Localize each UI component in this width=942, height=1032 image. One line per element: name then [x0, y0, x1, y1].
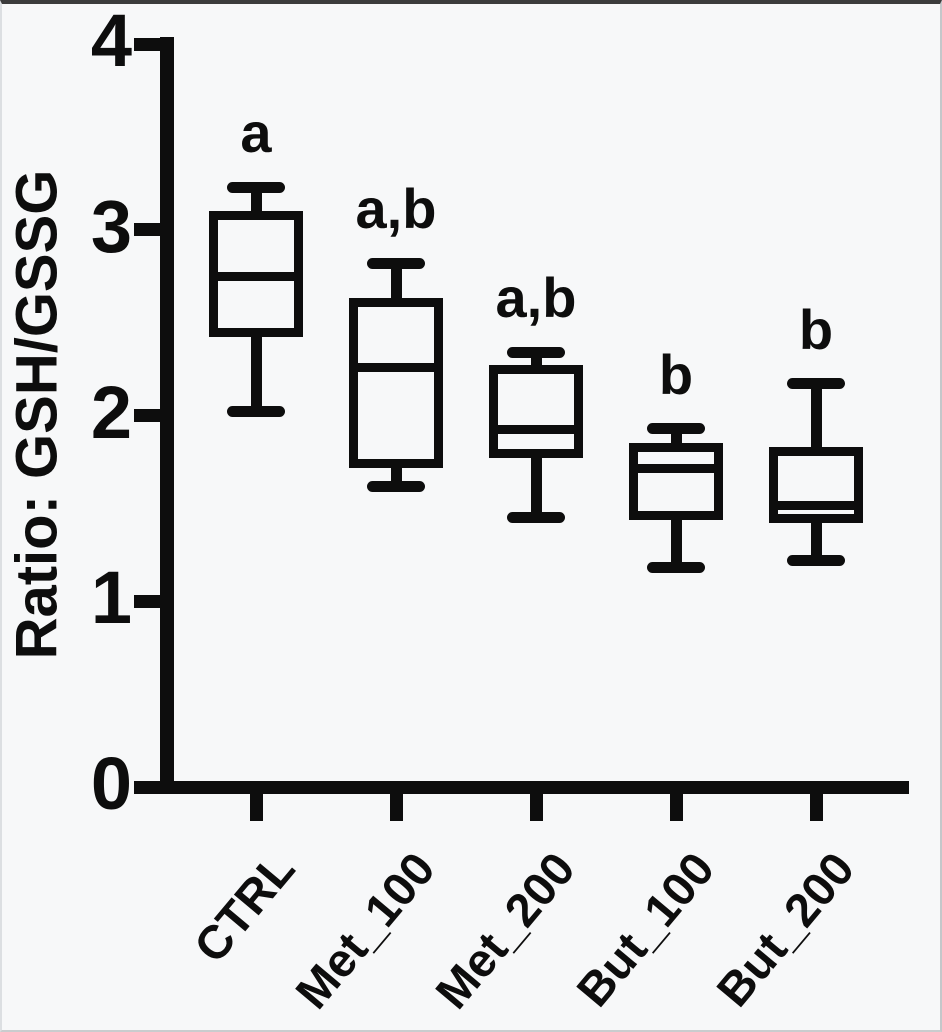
y-tick-label: 0: [90, 742, 132, 825]
x-tick: [390, 794, 403, 821]
whisker-bottom-cap-met_100: [367, 480, 425, 492]
significance-label-ctrl: a: [240, 101, 272, 165]
whisker-bottom-cap-but_200: [787, 554, 845, 566]
median-line-met_100: [354, 363, 438, 373]
y-tick-label: 1: [90, 556, 132, 640]
whisker-top-stem-met_100: [391, 263, 402, 299]
x-tick-label-but_100: But_100: [566, 842, 725, 1017]
whisker-bottom-cap-but_100: [647, 562, 705, 574]
x-tick: [670, 794, 683, 821]
median-line-ctrl: [214, 272, 298, 282]
x-tick: [530, 794, 543, 821]
y-tick-label: 2: [90, 370, 132, 454]
whisker-top-stem-ctrl: [251, 187, 262, 212]
significance-label-met_100: a,b: [355, 177, 437, 241]
x-tick-label-but_200: But_200: [706, 842, 865, 1017]
y-tick: [134, 594, 160, 608]
median-line-but_200: [774, 500, 858, 510]
x-axis-line: [150, 781, 909, 794]
x-tick-label-ctrl: CTRL: [183, 842, 305, 973]
box-ctrl: [209, 211, 303, 338]
y-tick: [134, 223, 160, 237]
whisker-bottom-stem-but_100: [671, 519, 682, 568]
significance-label-but_100: b: [658, 342, 694, 406]
x-tick-label-met_100: Met_100: [284, 842, 445, 1019]
median-line-but_100: [634, 463, 718, 473]
y-axis-line: [160, 37, 174, 794]
median-line-met_200: [494, 424, 578, 434]
whisker-top-cap-met_200: [507, 346, 565, 358]
whisker-top-cap-met_100: [367, 257, 425, 269]
whisker-bottom-cap-met_200: [507, 512, 565, 524]
whisker-bottom-stem-met_200: [531, 458, 542, 518]
whisker-bottom-stem-met_100: [391, 467, 402, 487]
box-but_200: [769, 447, 863, 524]
whisker-top-cap-ctrl: [227, 181, 285, 193]
y-tick: [134, 37, 160, 51]
whisker-top-stem-but_100: [671, 428, 682, 444]
whisker-top-cap-but_100: [647, 423, 705, 434]
y-tick: [134, 780, 160, 794]
whisker-bottom-cap-ctrl: [227, 406, 285, 418]
y-tick-label: 4: [90, 0, 132, 82]
x-tick: [810, 794, 823, 821]
box-met_200: [489, 365, 583, 459]
boxplot-figure: Ratio: GSH/GSSG 0 1 2 3 4 a CTRL a,b Met_100 a,b M…: [2, 4, 940, 1032]
whisker-bottom-stem-ctrl: [251, 337, 262, 412]
box-but_100: [629, 443, 723, 520]
significance-label-met_200: a,b: [495, 266, 577, 330]
whisker-top-cap-but_200: [787, 378, 845, 390]
whisker-bottom-stem-but_200: [811, 523, 822, 561]
y-tick-label: 3: [90, 184, 132, 268]
significance-label-but_200: b: [798, 297, 834, 361]
x-tick: [250, 794, 263, 821]
whisker-top-stem-but_200: [811, 383, 822, 448]
box-met_100: [349, 298, 443, 468]
y-tick: [134, 409, 160, 422]
whisker-top-stem-met_200: [531, 352, 542, 366]
x-tick-label-met_200: Met_200: [424, 842, 585, 1019]
